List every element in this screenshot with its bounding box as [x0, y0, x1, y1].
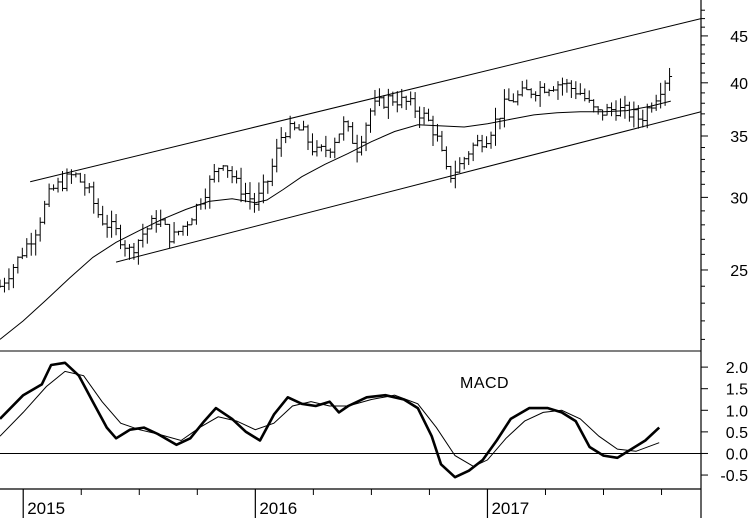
macd-y-tick-label: -0.5: [720, 468, 748, 485]
macd-y-ticks: 2.0 1.5 1.0 0.5 0.0 -0.5: [701, 360, 748, 485]
macd-line: [0, 361, 661, 479]
macd-title: MACD: [460, 375, 509, 392]
x-tick-label: 2017: [491, 499, 529, 518]
price-bars: [0, 67, 673, 293]
x-tick-label: 2015: [27, 499, 65, 518]
macd-y-tick-label: 2.0: [726, 360, 748, 377]
price-bar: [667, 67, 673, 91]
moving-average-line: [0, 100, 671, 340]
price-y-tick-label: 40: [730, 76, 748, 93]
macd-y-tick-label: 0.5: [726, 425, 748, 442]
macd-y-tick-label: 0.0: [726, 446, 748, 463]
macd-signal-line: [0, 370, 660, 467]
price-y-ticks: 25 30 35 40 45: [701, 9, 748, 340]
trendlines: [30, 18, 702, 263]
price-y-tick-label: 45: [730, 29, 748, 46]
price-y-tick-label: 25: [730, 263, 748, 280]
price-y-tick-label: 35: [730, 129, 748, 146]
price-y-tick-label: 30: [730, 190, 748, 207]
x-ticks: 2015 2016 2017: [22, 489, 663, 518]
macd-panel: MACD: [0, 350, 701, 479]
macd-y-tick-label: 1.0: [726, 403, 748, 420]
x-tick-label: 2016: [259, 499, 297, 518]
macd-y-tick-label: 1.5: [726, 382, 748, 399]
trendline-upper-channel: [30, 18, 702, 183]
trendline-lower-channel: [115, 111, 702, 263]
price-panel: [0, 18, 702, 340]
